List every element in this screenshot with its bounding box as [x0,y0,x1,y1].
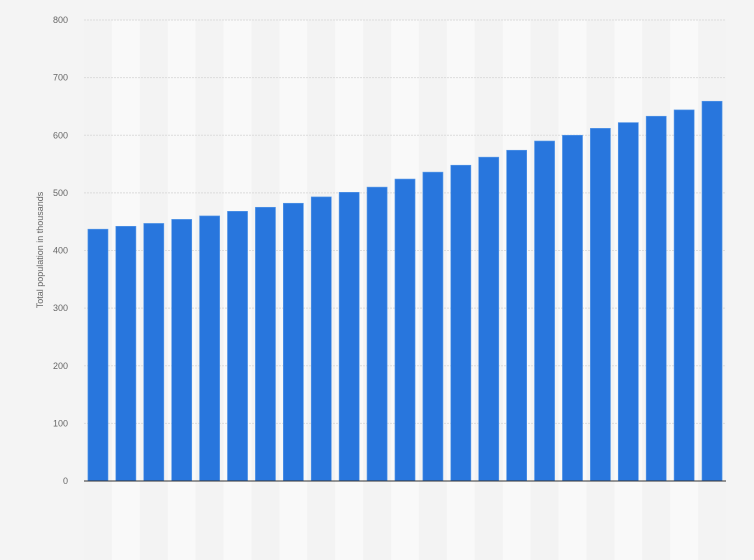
bar[interactable] [590,128,611,482]
bar[interactable] [282,202,304,482]
bar[interactable] [394,178,416,482]
bar[interactable] [645,115,667,482]
bar[interactable] [701,100,723,482]
bar[interactable] [338,191,360,482]
bar[interactable] [199,215,220,482]
bar[interactable] [673,109,695,482]
bar[interactable] [227,211,248,482]
bar[interactable] [422,171,444,482]
bar[interactable] [617,122,639,482]
bar[interactable] [171,219,193,482]
bar[interactable] [450,164,472,482]
y-tick-label: 800 [53,15,68,25]
bar[interactable] [506,149,528,482]
y-tick-label: 300 [53,303,68,313]
bar[interactable] [562,134,583,482]
bar[interactable] [366,186,388,482]
y-tick-label: 200 [53,361,68,371]
y-tick-label: 600 [53,130,68,140]
bar[interactable] [115,225,137,482]
bar[interactable] [143,223,165,482]
y-tick-label: 100 [53,418,68,428]
bar[interactable] [534,140,555,482]
y-tick-label: 500 [53,188,68,198]
bar[interactable] [478,156,500,482]
y-tick-label: 0 [63,476,68,486]
bar[interactable] [87,228,109,482]
bar[interactable] [310,196,332,482]
bar[interactable] [255,206,276,482]
y-axis-label: Total population in thousands [35,191,45,308]
y-tick-label: 700 [53,73,68,83]
y-tick-label: 400 [53,246,68,256]
